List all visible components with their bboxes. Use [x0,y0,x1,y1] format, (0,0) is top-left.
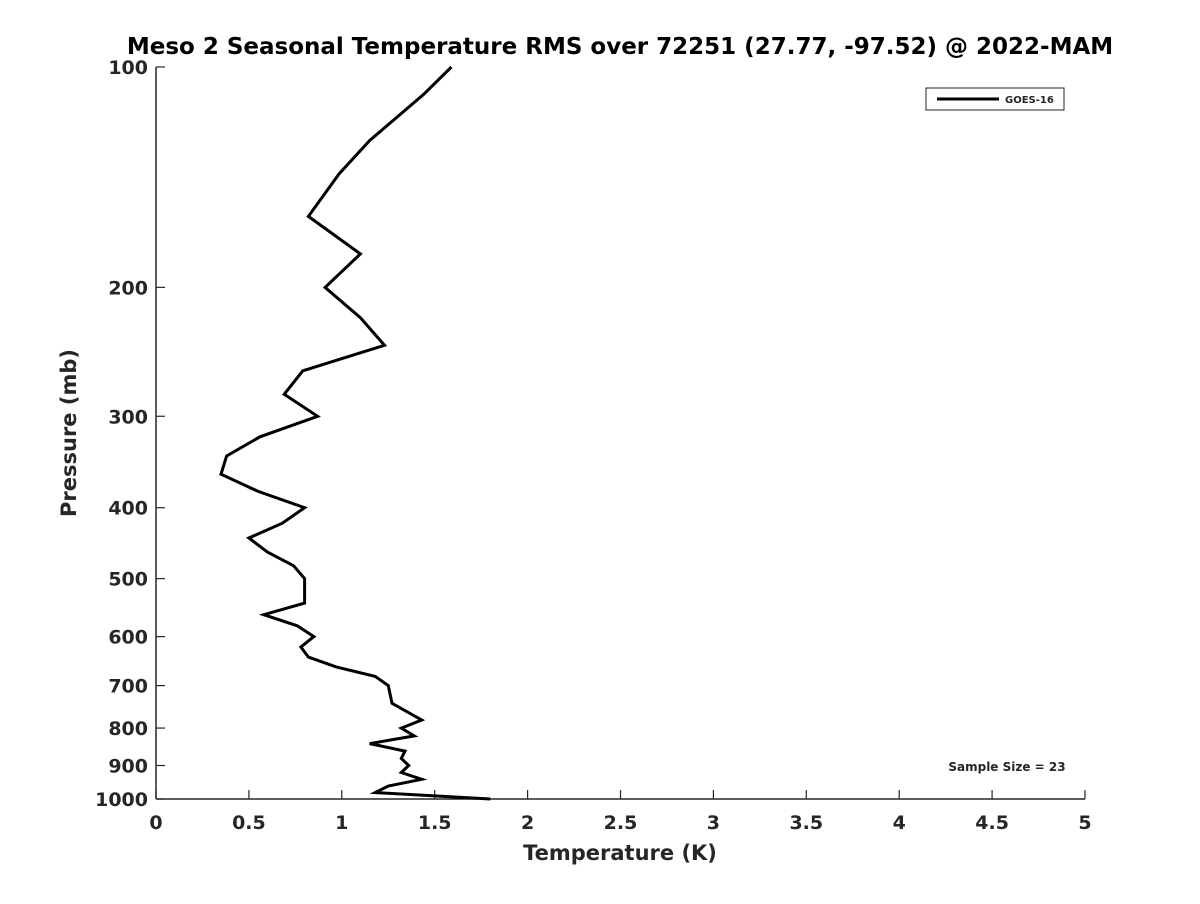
series-line-goes-16 [219,65,491,801]
y-tick-labels: 100 200 300 400 500 600 700 800 900 1000 [95,57,148,811]
legend: GOES-16 [925,87,1065,111]
x-tick-label: 5 [1078,812,1091,834]
y-tick-label: 300 [108,406,148,428]
x-tick-label: 1 [335,812,348,834]
y-axis-label: Pressure (mb) [57,349,81,517]
y-tick-label: 900 [108,756,148,778]
chart-title: Meso 2 Seasonal Temperature RMS over 722… [127,34,1113,60]
y-tick-label: 100 [108,57,148,79]
y-tick-label: 400 [108,498,148,520]
x-axis-label: Temperature (K) [523,841,717,865]
x-tick-label: 3.5 [789,812,823,834]
y-tick-label: 1000 [95,789,148,811]
axes [155,66,1086,800]
y-tick-label: 700 [108,676,148,698]
y-tick-label: 600 [108,627,148,649]
x-tick-label: 0.5 [232,812,266,834]
x-tick-label: 3 [707,812,720,834]
sample-size-annotation: Sample Size = 23 [948,760,1065,774]
x-tick-label: 1.5 [418,812,452,834]
x-tick-label: 4 [893,812,906,834]
legend-label: GOES-16 [1005,95,1054,106]
x-tick-label: 0 [149,812,162,834]
x-tick-label: 2.5 [604,812,638,834]
y-tick-label: 200 [108,277,148,299]
x-tick-label: 4.5 [975,812,1009,834]
y-tick-label: 500 [108,569,148,591]
y-tick-label: 800 [108,718,148,740]
series-lines [219,65,491,801]
x-tick-label: 2 [521,812,534,834]
x-tick-labels: 0 0.5 1 1.5 2 2.5 3 3.5 4 4.5 5 [149,812,1091,834]
